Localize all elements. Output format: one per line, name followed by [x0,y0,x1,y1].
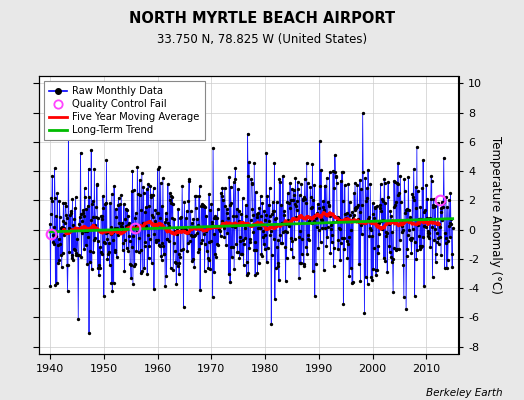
Legend: Raw Monthly Data, Quality Control Fail, Five Year Moving Average, Long-Term Tren: Raw Monthly Data, Quality Control Fail, … [45,81,205,140]
Text: Berkeley Earth: Berkeley Earth [427,388,503,398]
Y-axis label: Temperature Anomaly (°C): Temperature Anomaly (°C) [489,136,502,294]
Text: NORTH MYRTLE BEACH AIRPORT: NORTH MYRTLE BEACH AIRPORT [129,11,395,26]
Text: 33.750 N, 78.825 W (United States): 33.750 N, 78.825 W (United States) [157,33,367,46]
